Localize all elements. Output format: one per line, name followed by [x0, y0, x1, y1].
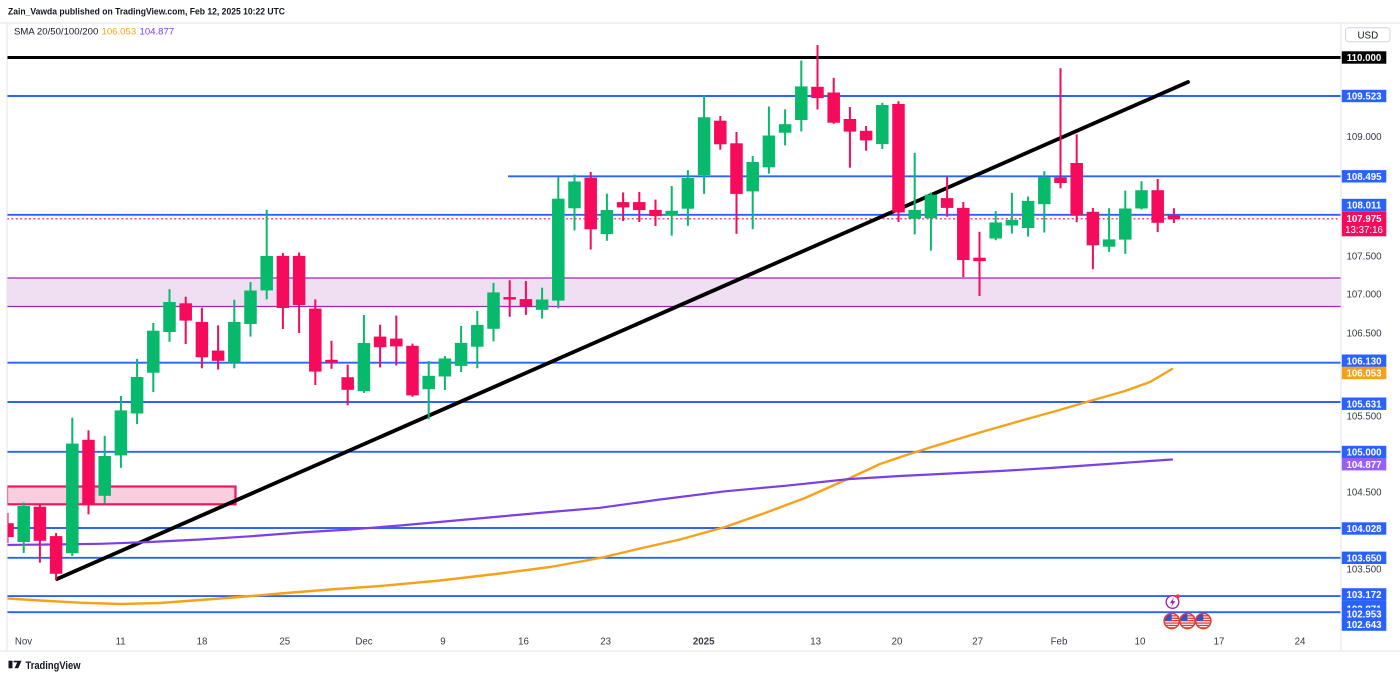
svg-text:102.643: 102.643	[1346, 620, 1382, 631]
svg-text:104.877: 104.877	[1346, 460, 1381, 471]
svg-text:107.975: 107.975	[1346, 214, 1382, 225]
svg-text:USD: USD	[1357, 31, 1378, 42]
svg-text:27: 27	[972, 637, 983, 648]
svg-text:109.523: 109.523	[1346, 92, 1382, 103]
svg-text:104.877: 104.877	[140, 27, 175, 38]
svg-text:103.650: 103.650	[1346, 553, 1381, 564]
svg-text:104.500: 104.500	[1346, 488, 1382, 499]
svg-text:102.953: 102.953	[1346, 610, 1382, 621]
svg-text:110.000: 110.000	[1347, 53, 1381, 64]
svg-text:24: 24	[1295, 637, 1306, 648]
svg-text:104.028: 104.028	[1346, 524, 1382, 535]
svg-text:TradingView: TradingView	[26, 660, 81, 672]
svg-text:107.500: 107.500	[1346, 252, 1382, 263]
svg-text:18: 18	[197, 637, 208, 648]
svg-text:9: 9	[440, 637, 445, 648]
svg-text:25: 25	[279, 637, 290, 648]
svg-text:105.631: 105.631	[1346, 399, 1382, 410]
svg-text:109.000: 109.000	[1346, 132, 1382, 143]
svg-text:106.500: 106.500	[1346, 329, 1382, 340]
svg-text:20: 20	[892, 637, 903, 648]
svg-text:Dec: Dec	[355, 637, 372, 648]
svg-text:13:37:16: 13:37:16	[1345, 225, 1383, 236]
svg-text:23: 23	[600, 637, 611, 648]
svg-text:13: 13	[810, 637, 821, 648]
svg-text:105.000: 105.000	[1346, 448, 1381, 459]
svg-text:Zain_Vawda published on Tradin: Zain_Vawda published on TradingView.com,…	[8, 7, 285, 18]
svg-text:11: 11	[116, 637, 126, 648]
svg-text:105.500: 105.500	[1346, 412, 1382, 423]
svg-text:106.053: 106.053	[102, 27, 137, 38]
svg-text:103.500: 103.500	[1346, 565, 1382, 576]
svg-text:106.053: 106.053	[1346, 369, 1382, 380]
svg-text:107.000: 107.000	[1346, 290, 1382, 301]
svg-text:SMA 20/50/100/200: SMA 20/50/100/200	[14, 27, 98, 38]
svg-text:102.871: 102.871	[1346, 605, 1382, 616]
svg-text:2025: 2025	[693, 637, 715, 648]
svg-text:10: 10	[1135, 637, 1146, 648]
svg-text:103.172: 103.172	[1346, 590, 1381, 601]
svg-text:16: 16	[518, 637, 529, 648]
svg-text:108.495: 108.495	[1346, 172, 1382, 183]
svg-text:106.130: 106.130	[1346, 356, 1381, 367]
svg-text:Nov: Nov	[15, 637, 32, 648]
svg-text:108.011: 108.011	[1347, 201, 1382, 212]
svg-text:17: 17	[1214, 637, 1225, 648]
svg-text:Feb: Feb	[1051, 637, 1068, 648]
